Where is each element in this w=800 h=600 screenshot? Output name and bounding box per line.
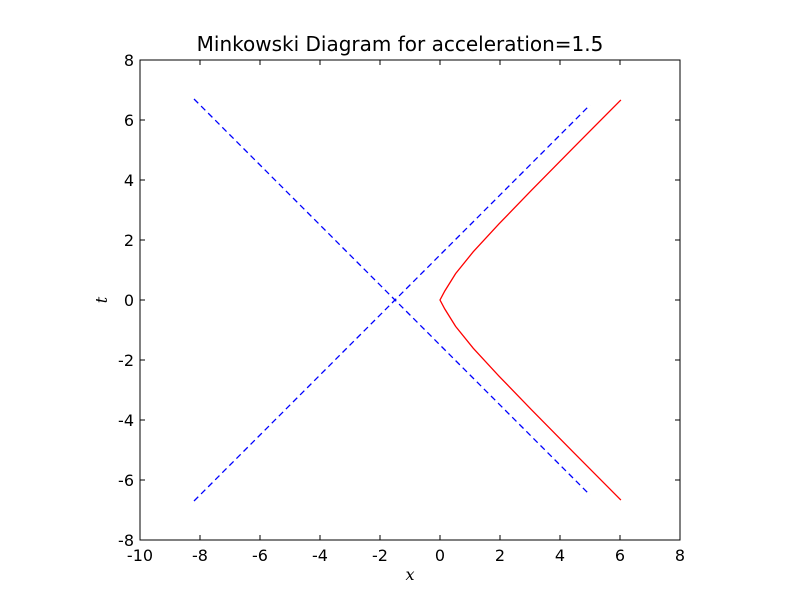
x-tick-label: 0 [435,546,445,565]
x-tick-label: 2 [495,546,505,565]
y-tick-label: 6 [124,111,134,130]
plot-frame [139,59,681,541]
chart-title: Minkowski Diagram for acceleration=1.5 [197,32,604,56]
y-axis-label: t [92,296,111,303]
x-tick-label: 8 [675,546,685,565]
x-tick-label: 6 [615,546,625,565]
x-tick-label: -6 [252,546,268,565]
series-line-0 [193,104,591,502]
y-tick-label: 4 [124,171,134,190]
x-axis-label: x [405,565,414,584]
plot-area [193,98,622,502]
x-tick-label: -10 [127,546,153,565]
x-tick-label: 4 [555,546,565,565]
y-tick-label: 8 [124,51,134,70]
x-tick-label: -4 [312,546,328,565]
y-tick-label: -6 [118,471,134,490]
x-tick-label: -8 [192,546,208,565]
x-tick-label: -2 [372,546,388,565]
y-tick-label: -8 [118,531,134,550]
y-tick-label: 0 [124,291,134,310]
y-tick-label: 2 [124,231,134,250]
series-line-1 [193,98,591,496]
y-tick-label: -4 [118,411,134,430]
y-tick-label: -2 [118,351,134,370]
series-line-2 [439,99,622,501]
